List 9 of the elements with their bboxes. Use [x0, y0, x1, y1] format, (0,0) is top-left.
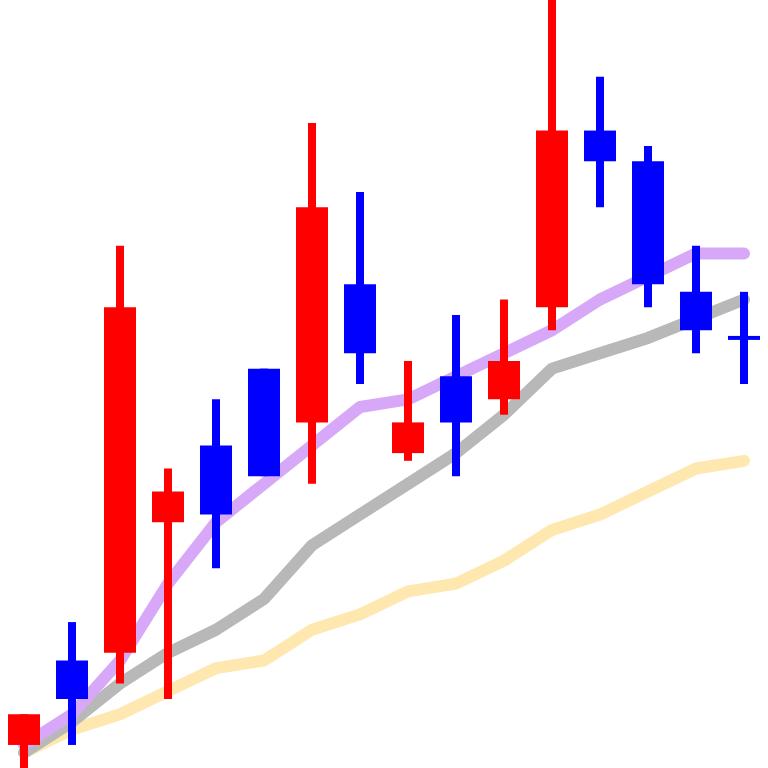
candlestick: [392, 360, 424, 461]
candlestick: [488, 299, 520, 415]
candlestick: [8, 714, 40, 768]
candlestick: [152, 468, 184, 699]
candlestick: [680, 245, 712, 354]
candlestick: [56, 622, 88, 745]
candlestick: [728, 291, 760, 384]
candlestick: [584, 76, 616, 208]
candlestick: [440, 314, 472, 477]
